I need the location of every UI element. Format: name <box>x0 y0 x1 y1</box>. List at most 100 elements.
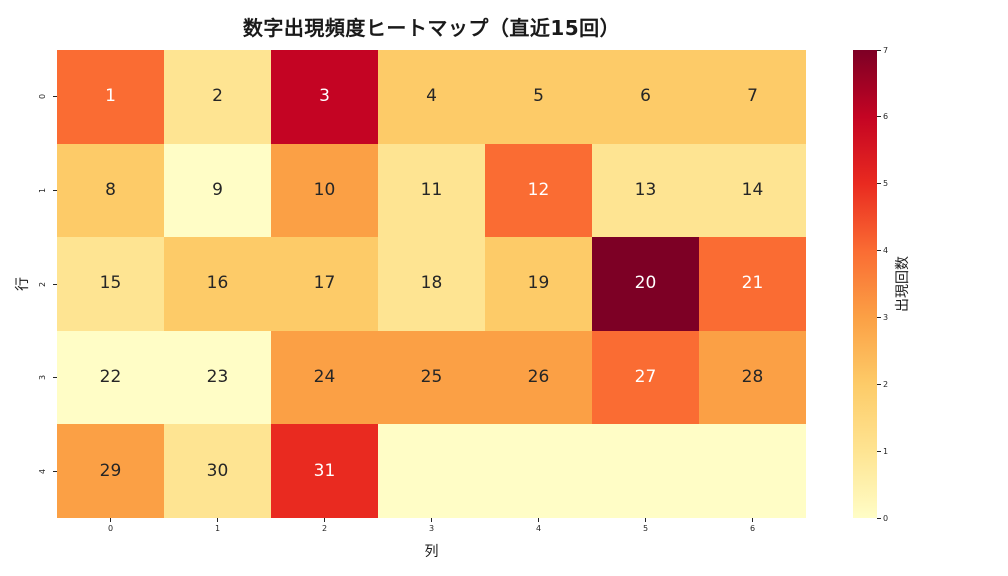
heatmap-cell: 11 <box>378 143 485 238</box>
heatmap-cell: 29 <box>57 424 164 518</box>
heatmap-cell: 8 <box>57 143 164 238</box>
x-tick-label: 4 <box>535 523 542 533</box>
colorbar-tick-label: 0 <box>883 513 889 523</box>
heatmap-cell: 6 <box>592 50 699 144</box>
cell-annotation: 26 <box>527 367 550 388</box>
heatmap-cell: 14 <box>699 143 806 238</box>
cell-annotation: 11 <box>420 179 443 200</box>
y-tick-mark <box>53 283 57 285</box>
heatmap-cell: 21 <box>699 237 806 331</box>
cell-annotation: 8 <box>105 179 116 200</box>
heatmap-cell: 20 <box>592 237 699 331</box>
cell-annotation: 25 <box>420 367 443 388</box>
heatmap-cell: 25 <box>378 330 485 425</box>
colorbar-tick-label: 1 <box>883 446 889 456</box>
colorbar-tick-mark <box>877 450 881 452</box>
x-tick-label: 6 <box>749 523 756 533</box>
x-tick-mark <box>324 518 325 522</box>
x-tick-mark <box>645 518 646 522</box>
x-tick-mark <box>538 518 539 522</box>
cell-annotation: 20 <box>634 273 657 294</box>
cell-annotation: 13 <box>634 179 657 200</box>
heatmap-cell: 12 <box>485 143 592 238</box>
colorbar-tick-label: 5 <box>883 179 889 189</box>
y-tick-label-text: 3 <box>38 375 48 381</box>
heatmap-cell: 26 <box>485 330 592 425</box>
heatmap-cell: 31 <box>271 424 378 518</box>
cell-annotation: 2 <box>212 86 223 107</box>
heatmap-cell: 22 <box>57 330 164 425</box>
cell-annotation: 5 <box>533 86 544 107</box>
heatmap-cell: 16 <box>164 237 271 331</box>
y-tick-label-text: 2 <box>38 281 48 287</box>
y-tick-label: 4 <box>35 463 51 479</box>
colorbar-tick-mark <box>877 517 881 519</box>
cell-annotation: 3 <box>319 86 330 107</box>
heatmap-cell: 10 <box>271 143 378 238</box>
cell-annotation: 1 <box>105 86 116 107</box>
cell-annotation: 30 <box>206 460 229 481</box>
cell-annotation: 6 <box>640 86 651 107</box>
heatmap-cell: 18 <box>378 237 485 331</box>
cell-annotation: 17 <box>313 273 336 294</box>
heatmap-cell: 30 <box>164 424 271 518</box>
y-tick-mark <box>53 377 57 379</box>
colorbar-tick-label: 2 <box>883 379 889 389</box>
heatmap-cell: 4 <box>378 50 485 144</box>
cell-annotation: 31 <box>313 460 336 481</box>
heatmap-cell <box>592 424 699 518</box>
y-tick-label-text: 0 <box>38 94 48 100</box>
heatmap-grid: 1 2 3 4 5 6 7 8 9 10 11 12 13 14 15 16 17 18 19 20 21 22 23 24 2… <box>57 50 806 518</box>
cell-annotation: 23 <box>206 367 229 388</box>
heatmap-cell: 15 <box>57 237 164 331</box>
y-tick-label: 0 <box>35 89 51 105</box>
chart-title: 数字出現頻度ヒートマップ（直近15回） <box>242 16 621 40</box>
cell-annotation: 9 <box>212 179 223 200</box>
cell-annotation: 22 <box>99 367 122 388</box>
cell-annotation: 27 <box>634 367 657 388</box>
x-tick-mark <box>752 518 753 522</box>
x-tick-label: 5 <box>642 523 649 533</box>
heatmap-cell: 27 <box>592 330 699 425</box>
heatmap-cell: 1 <box>57 50 164 144</box>
cell-annotation: 4 <box>426 86 437 107</box>
cell-annotation: 21 <box>741 273 764 294</box>
colorbar-tick-label: 6 <box>883 112 889 122</box>
y-tick-mark <box>53 470 57 472</box>
colorbar-tick-mark <box>877 316 881 318</box>
heatmap-cell: 9 <box>164 143 271 238</box>
cell-annotation: 19 <box>527 273 550 294</box>
colorbar-tick-mark <box>877 183 881 185</box>
x-tick-label: 1 <box>214 523 221 533</box>
x-tick-label: 0 <box>107 523 114 533</box>
y-tick-mark <box>53 189 57 191</box>
cell-annotation: 12 <box>527 179 550 200</box>
colorbar-tick-mark <box>877 49 881 51</box>
heatmap-cell: 2 <box>164 50 271 144</box>
x-axis-label: 列 <box>424 544 439 560</box>
x-tick-mark <box>217 518 218 522</box>
heatmap-cell: 23 <box>164 330 271 425</box>
heatmap-cell <box>485 424 592 518</box>
heatmap-cell: 5 <box>485 50 592 144</box>
y-tick-label-text: 4 <box>38 468 48 474</box>
heatmap-cell <box>699 424 806 518</box>
heatmap-cell <box>378 424 485 518</box>
heatmap-cell: 7 <box>699 50 806 144</box>
cell-annotation: 7 <box>747 86 758 107</box>
colorbar-label: 出現回数 <box>895 256 911 312</box>
colorbar-tick-mark <box>877 250 881 252</box>
heatmap-cell: 19 <box>485 237 592 331</box>
heatmap-cell: 17 <box>271 237 378 331</box>
y-tick-mark <box>53 96 57 98</box>
y-tick-label-text: 1 <box>38 187 48 193</box>
cell-annotation: 16 <box>206 273 229 294</box>
heatmap-cell: 3 <box>271 50 378 144</box>
x-tick-mark <box>110 518 111 522</box>
x-tick-label: 2 <box>321 523 328 533</box>
cell-annotation: 29 <box>99 460 122 481</box>
colorbar-tick-label: 4 <box>883 246 889 256</box>
colorbar-tick-label: 3 <box>883 312 889 322</box>
x-tick-label: 3 <box>428 523 435 533</box>
heatmap-cell: 28 <box>699 330 806 425</box>
